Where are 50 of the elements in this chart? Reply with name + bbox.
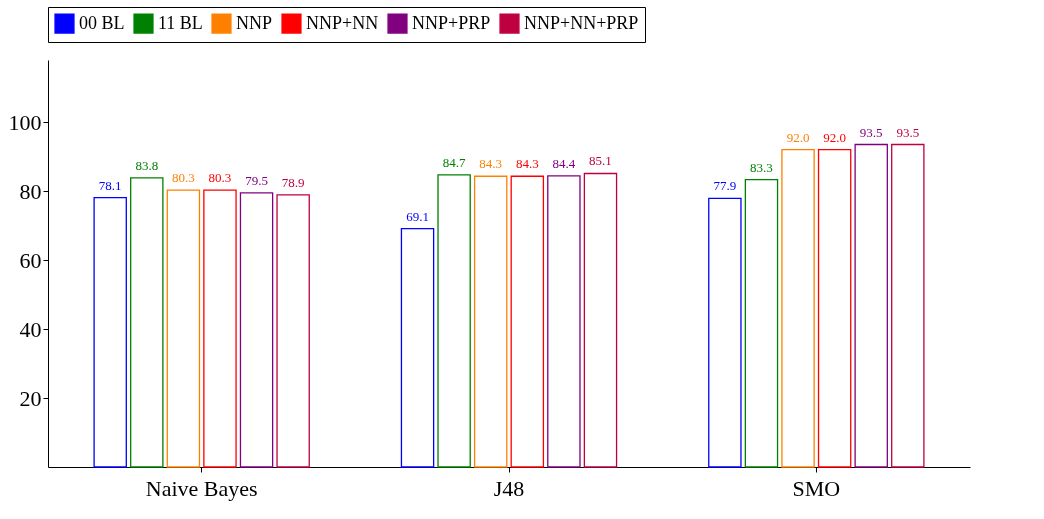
data-label: 83.8 <box>135 157 159 173</box>
legend-label: NNP+NN <box>306 12 379 33</box>
legend-label: NNP+PRP <box>412 12 491 33</box>
bar <box>93 196 127 468</box>
legend-label: NNP+NN+PRP <box>524 12 639 33</box>
bar <box>276 194 310 468</box>
data-label: 84.4 <box>552 155 576 171</box>
bar <box>473 175 508 468</box>
data-label: 69.1 <box>406 208 429 224</box>
bar <box>510 175 545 468</box>
data-label: 84.3 <box>515 156 539 172</box>
data-label: 92.0 <box>823 129 846 145</box>
data-label: 84.3 <box>479 156 503 172</box>
y-tick-label: 80 <box>19 178 42 204</box>
bar <box>854 143 888 468</box>
data-label: 93.5 <box>896 124 920 140</box>
data-label: 84.7 <box>442 154 466 170</box>
y-tick-label: 20 <box>19 385 42 411</box>
legend-label: NNP <box>236 12 273 33</box>
bar <box>744 179 779 468</box>
bar <box>583 172 618 468</box>
data-label: 80.3 <box>208 170 232 186</box>
y-tick-label: 60 <box>19 247 42 273</box>
data-label: 79.5 <box>245 172 268 188</box>
data-label: 80.3 <box>172 170 195 186</box>
bar <box>400 228 435 468</box>
bar <box>817 149 852 468</box>
x-tick-label: SMO <box>792 475 841 501</box>
bar <box>239 192 274 468</box>
bar <box>708 197 742 468</box>
bar <box>203 189 237 468</box>
bar <box>547 175 581 468</box>
data-label: 78.9 <box>281 174 305 190</box>
data-label: 78.1 <box>98 177 122 193</box>
x-tick-label: J48 <box>493 475 525 501</box>
data-label: 85.1 <box>589 153 612 169</box>
bar <box>437 174 471 468</box>
bar <box>891 143 925 468</box>
y-tick-label: 40 <box>19 316 42 342</box>
bar <box>166 189 201 468</box>
legend-label: 11 BL <box>158 12 203 33</box>
x-tick-label: Naive Bayes <box>145 475 258 501</box>
bar <box>130 177 164 468</box>
y-tick-label: 100 <box>8 109 42 135</box>
legend-label: 00 BL <box>79 12 125 33</box>
data-label: 77.9 <box>713 178 737 194</box>
bar <box>781 149 815 468</box>
data-label: 92.0 <box>786 129 810 145</box>
data-label: 83.3 <box>750 159 773 175</box>
data-label: 93.5 <box>859 124 883 140</box>
